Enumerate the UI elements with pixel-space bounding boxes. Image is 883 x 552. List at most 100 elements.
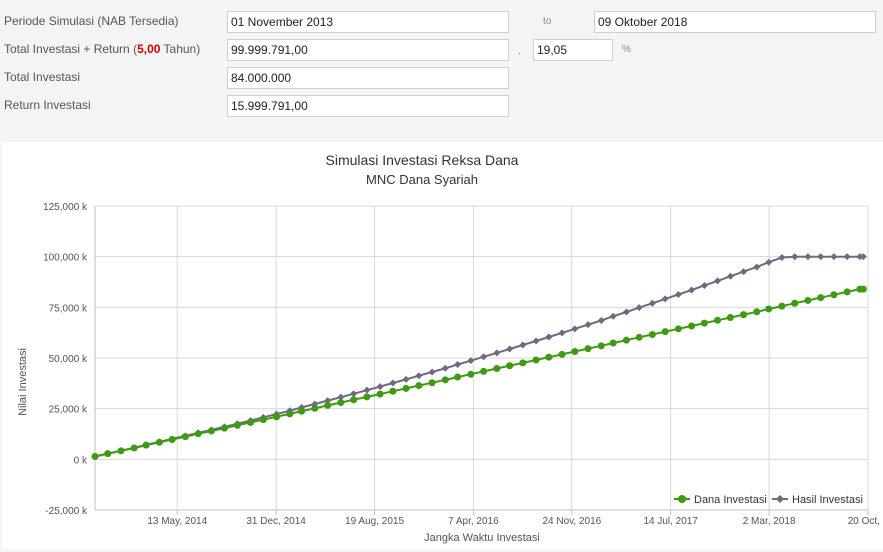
investasi-label: Total Investasi bbox=[4, 70, 81, 84]
investasi-value-field[interactable] bbox=[227, 67, 509, 89]
y-tick-label: 125,000 k bbox=[43, 202, 88, 213]
dana-investasi-point bbox=[584, 345, 592, 353]
hasil-investasi-point bbox=[765, 258, 773, 266]
hasil-investasi-point bbox=[480, 353, 488, 361]
legend-dana-investasi-marker bbox=[678, 495, 686, 503]
dana-investasi-point bbox=[726, 313, 734, 321]
dana-investasi-point bbox=[259, 416, 267, 424]
hasil-investasi-point bbox=[804, 253, 812, 261]
chart-title: Simulasi Investasi Reksa Dana bbox=[326, 152, 519, 168]
dana-investasi-point bbox=[454, 373, 462, 381]
hasil-investasi-point bbox=[506, 345, 514, 353]
percent-field[interactable] bbox=[533, 39, 613, 61]
hasil-investasi-point bbox=[415, 372, 423, 380]
dana-investasi-point bbox=[740, 311, 748, 319]
dana-investasi-point bbox=[247, 418, 255, 426]
dana-investasi-point bbox=[337, 399, 345, 407]
dana-investasi-point bbox=[700, 319, 708, 327]
dana-investasi-point bbox=[545, 353, 553, 361]
dana-investasi-point bbox=[155, 438, 163, 446]
dana-investasi-point bbox=[168, 435, 176, 443]
dana-investasi-point bbox=[791, 299, 799, 307]
legend-hasil-investasi-marker bbox=[776, 495, 784, 503]
hasil-investasi-point bbox=[467, 357, 475, 365]
dana-investasi-point bbox=[181, 433, 189, 441]
y-axis-label: Nilai Investasi bbox=[17, 348, 29, 416]
y-tick-label: 0 k bbox=[74, 455, 88, 466]
dana-investasi-point bbox=[273, 413, 281, 421]
hasil-investasi-point bbox=[402, 375, 410, 383]
hasil-investasi-point bbox=[674, 290, 682, 298]
hasil-investasi-point bbox=[700, 281, 708, 289]
dana-investasi-point bbox=[402, 384, 410, 392]
x-tick-label: 7 Apr, 2016 bbox=[448, 516, 499, 527]
hasil-investasi-point bbox=[324, 397, 332, 405]
hasil-investasi-point bbox=[661, 295, 669, 303]
hasil-investasi-point bbox=[376, 383, 384, 391]
dana-investasi-point bbox=[286, 410, 294, 418]
dana-investasi-point bbox=[778, 302, 786, 310]
hasil-investasi-point bbox=[753, 263, 761, 271]
dana-investasi-point bbox=[506, 362, 514, 370]
dana-investasi-point bbox=[130, 444, 138, 452]
hasil-investasi-point bbox=[441, 364, 449, 372]
dana-investasi-point bbox=[441, 376, 449, 384]
hasil-investasi-point bbox=[843, 253, 851, 261]
dana-investasi-point bbox=[363, 393, 371, 401]
total-label-prefix: Total Investasi + Return ( bbox=[4, 42, 138, 56]
hasil-investasi-point bbox=[571, 325, 579, 333]
legend: Dana Investasi Hasil Investasi bbox=[674, 494, 863, 506]
hasil-investasi-point bbox=[622, 308, 630, 316]
return-value-field[interactable] bbox=[227, 95, 509, 117]
hasil-investasi-point bbox=[493, 349, 501, 357]
start-date-field[interactable] bbox=[227, 11, 509, 33]
dana-investasi-point bbox=[493, 365, 501, 373]
to-label: to bbox=[543, 16, 552, 27]
dana-investasi-point bbox=[843, 288, 851, 296]
dana-investasi-point bbox=[480, 367, 488, 375]
hasil-investasi-point bbox=[688, 286, 696, 294]
total-value-field[interactable] bbox=[227, 39, 509, 61]
dana-investasi-point bbox=[207, 427, 215, 435]
dana-investasi-point bbox=[467, 370, 475, 378]
end-date-field[interactable] bbox=[594, 11, 876, 33]
x-tick-label: 14 Jul, 2017 bbox=[643, 516, 698, 527]
dana-investasi-point bbox=[609, 339, 617, 347]
dana-investasi-point bbox=[376, 390, 384, 398]
series-layer bbox=[91, 253, 867, 460]
hasil-investasi-point bbox=[609, 312, 617, 320]
hasil-investasi-point bbox=[532, 337, 540, 345]
dana-investasi-point bbox=[674, 325, 682, 333]
hasil-investasi-point bbox=[648, 299, 656, 307]
total-row: Total Investasi + Return (5,00 Tahun) . … bbox=[0, 38, 883, 64]
dana-investasi-point bbox=[117, 447, 125, 455]
y-tick-label: 75,000 k bbox=[49, 303, 88, 314]
dana-investasi-point bbox=[597, 342, 605, 350]
dana-investasi-point bbox=[661, 328, 669, 336]
x-tick-label: 19 Aug, 2015 bbox=[345, 516, 404, 527]
dana-investasi-point bbox=[830, 291, 838, 299]
dana-investasi-point bbox=[571, 348, 579, 356]
total-label: Total Investasi + Return (5,00 Tahun) bbox=[4, 42, 200, 56]
dana-investasi-point bbox=[753, 308, 761, 316]
hasil-investasi-point bbox=[454, 360, 462, 368]
dana-investasi-point bbox=[415, 382, 423, 390]
hasil-investasi-point bbox=[350, 390, 358, 398]
dana-investasi-point bbox=[817, 294, 825, 302]
dana-investasi-point bbox=[714, 316, 722, 324]
y-axis-ticks: -25,000 k 0 k 25,000 k 50,000 k 75,000 k 100,… bbox=[43, 202, 88, 517]
hasil-investasi-point bbox=[817, 253, 825, 261]
dana-investasi-point bbox=[350, 396, 358, 404]
dana-investasi-point bbox=[142, 441, 150, 449]
y-tick-label: -25,000 k bbox=[45, 506, 88, 517]
total-years: 5,00 bbox=[137, 42, 161, 56]
investasi-row: Total Investasi bbox=[0, 66, 883, 92]
grid bbox=[94, 205, 869, 511]
x-tick-label: 20 Oct, 2 bbox=[848, 516, 883, 527]
dana-investasi-point bbox=[688, 322, 696, 330]
hasil-investasi-point bbox=[363, 386, 371, 394]
dana-investasi-point bbox=[765, 305, 773, 313]
hasil-investasi-point bbox=[519, 341, 527, 349]
chart-container: Simulasi Investasi Reksa Dana MNC Dana S… bbox=[2, 142, 883, 549]
dana-investasi-point bbox=[558, 350, 566, 358]
